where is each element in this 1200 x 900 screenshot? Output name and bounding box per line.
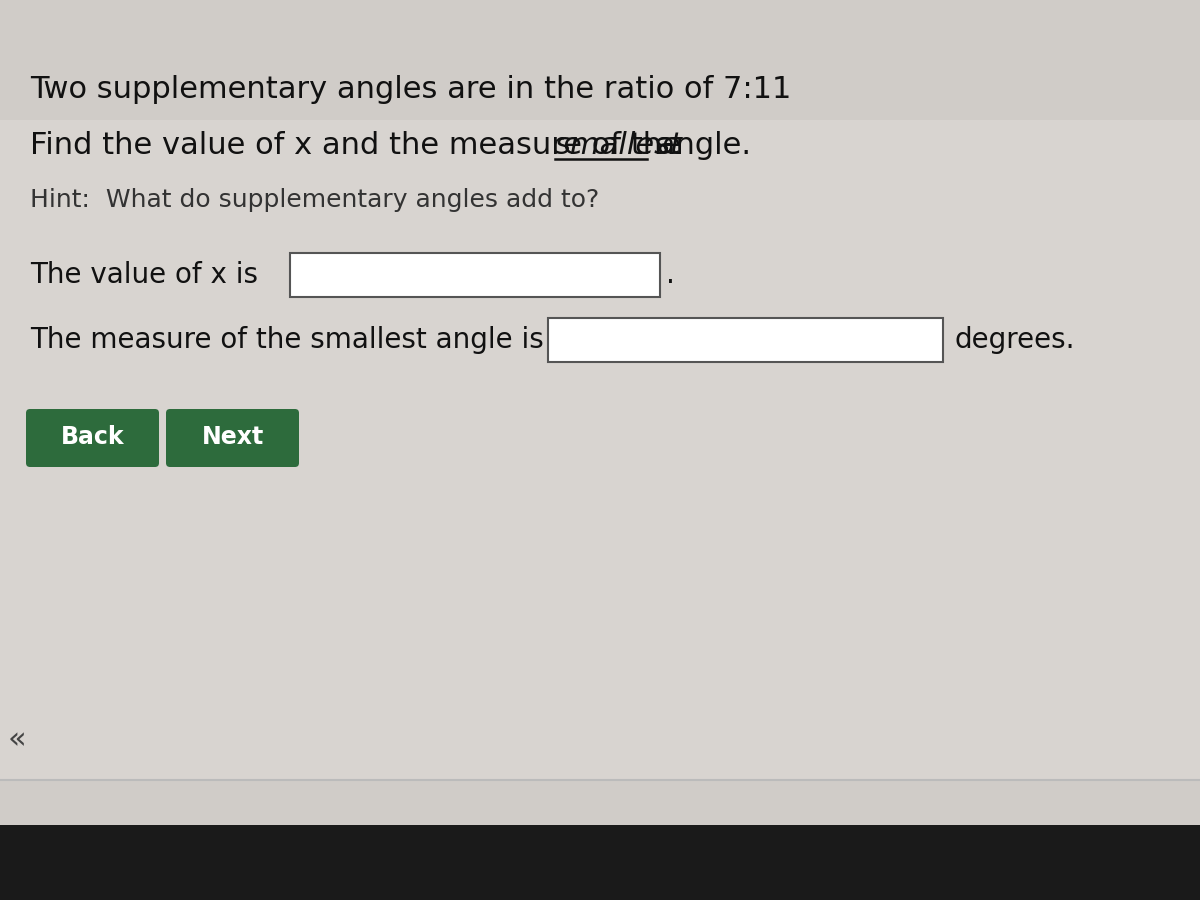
Text: degrees.: degrees. bbox=[955, 326, 1075, 354]
Text: Back: Back bbox=[61, 425, 125, 449]
Text: Next: Next bbox=[202, 425, 264, 449]
FancyBboxPatch shape bbox=[0, 825, 1200, 900]
FancyBboxPatch shape bbox=[548, 318, 943, 362]
FancyBboxPatch shape bbox=[166, 409, 299, 467]
FancyBboxPatch shape bbox=[26, 409, 158, 467]
Text: angle.: angle. bbox=[647, 130, 751, 159]
Text: Two supplementary angles are in the ratio of 7:11: Two supplementary angles are in the rati… bbox=[30, 76, 791, 104]
Text: «: « bbox=[8, 725, 26, 754]
FancyBboxPatch shape bbox=[0, 120, 1200, 780]
Text: Find the value of x and the measure of the: Find the value of x and the measure of t… bbox=[30, 130, 691, 159]
Text: smallest: smallest bbox=[554, 130, 683, 159]
Text: The value of x is: The value of x is bbox=[30, 261, 258, 289]
Text: The measure of the smallest angle is: The measure of the smallest angle is bbox=[30, 326, 544, 354]
FancyBboxPatch shape bbox=[290, 253, 660, 297]
Text: .: . bbox=[666, 261, 674, 289]
Text: Hint:  What do supplementary angles add to?: Hint: What do supplementary angles add t… bbox=[30, 188, 599, 212]
